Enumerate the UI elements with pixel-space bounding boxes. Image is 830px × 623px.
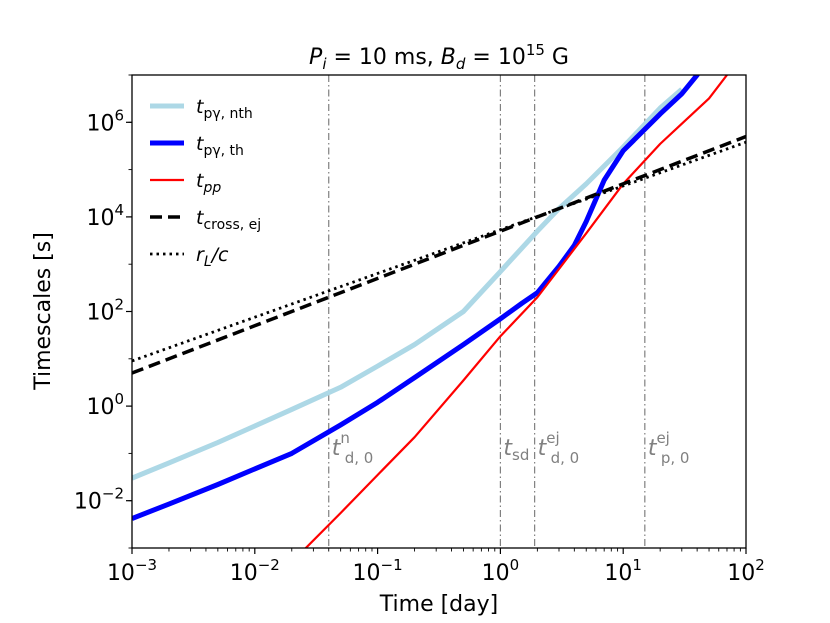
chart-title: Pi = 10 ms, Bd = 1015 G [309,41,569,73]
y-tick-label-2: 102 [86,296,124,326]
vline-label-3: tej p, 0 [648,429,690,467]
legend-entry-2: tpp [196,170,221,196]
y-tick-label-4: 106 [86,106,124,136]
x-tick-label-1: 10−2 [230,556,280,586]
series-line-0 [132,87,684,481]
series-line-4 [132,140,746,363]
y-axis-ticks: 10−2 100 102 104 106 [74,74,132,549]
y-tick-label-1: 100 [86,390,124,420]
series-line-1 [132,75,700,521]
x-axis-label: Time [day] [379,592,498,617]
vline-label-1: tsd [503,436,529,464]
x-tick-label-2: 10−1 [353,556,403,586]
legend-entry-3: tcross, ej [196,207,261,233]
vertical-line-labels: tn d, 0 tsd tej d, 0 tej p, 0 [332,429,690,467]
legend-entry-4: rL/c [196,244,229,270]
series-line-3 [132,134,746,375]
x-axis-ticks: 10−3 10−2 10−1 100 101 102 [107,548,765,586]
legend: tpγ, nth tpγ, th tpp tcross, ej rL/c [150,96,261,270]
series-lines [132,75,746,548]
vline-label-2: tej d, 0 [538,429,580,467]
vline-label-0: tn d, 0 [332,429,374,467]
series-line-2 [304,75,728,548]
x-tick-label-0: 10−3 [107,556,157,586]
legend-entry-1: tpγ, th [196,133,244,159]
y-axis-label: Timescales [s] [31,232,56,391]
x-tick-label-3: 100 [482,556,520,586]
vertical-reference-lines [328,75,646,548]
y-tick-label-0: 10−2 [74,485,124,515]
y-tick-label-3: 104 [86,201,124,231]
x-tick-label-5: 102 [727,556,765,586]
legend-entry-0: tpγ, nth [196,96,253,122]
x-tick-label-4: 101 [604,556,642,586]
